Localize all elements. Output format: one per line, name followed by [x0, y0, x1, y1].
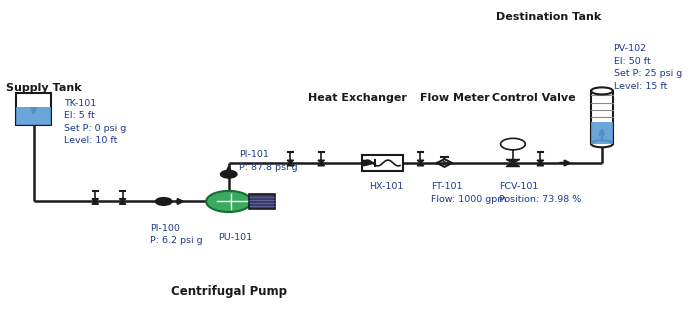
Text: Centrifugal Pump: Centrifugal Pump	[171, 285, 286, 298]
Bar	[591, 122, 613, 144]
Polygon shape	[287, 163, 294, 166]
Polygon shape	[417, 163, 424, 166]
Polygon shape	[119, 199, 126, 201]
Bar	[249, 194, 275, 209]
Ellipse shape	[591, 140, 613, 147]
Text: HX-101: HX-101	[369, 182, 403, 191]
Text: TK-101
El: 5 ft
Set P: 0 psi g
Level: 10 ft: TK-101 El: 5 ft Set P: 0 psi g Level: 10…	[64, 99, 127, 145]
Text: Destination Tank: Destination Tank	[496, 12, 601, 22]
Ellipse shape	[591, 87, 613, 95]
Text: FCV-101
Position: 73.98 %: FCV-101 Position: 73.98 %	[499, 182, 582, 204]
Text: Supply Tank: Supply Tank	[6, 82, 82, 93]
Polygon shape	[364, 160, 374, 166]
Bar	[16, 93, 51, 125]
Circle shape	[206, 191, 251, 212]
Bar	[591, 91, 613, 144]
Polygon shape	[287, 160, 294, 163]
Circle shape	[155, 198, 172, 205]
Polygon shape	[537, 160, 544, 163]
Text: PU-101: PU-101	[218, 233, 253, 243]
Polygon shape	[318, 160, 325, 163]
Polygon shape	[92, 199, 99, 201]
Polygon shape	[417, 160, 424, 163]
Polygon shape	[537, 163, 544, 166]
Text: PV-102
El: 50 ft
Set P: 25 psi g
Level: 15 ft: PV-102 El: 50 ft Set P: 25 psi g Level: …	[614, 44, 682, 91]
Polygon shape	[318, 163, 325, 166]
Text: Control Valve: Control Valve	[492, 93, 576, 102]
Polygon shape	[92, 201, 99, 204]
Polygon shape	[506, 159, 520, 163]
Bar	[363, 155, 403, 171]
Text: FT-101
Flow: 1000 gpm: FT-101 Flow: 1000 gpm	[430, 182, 506, 204]
Polygon shape	[119, 201, 126, 204]
Text: Heat Exchanger: Heat Exchanger	[307, 93, 407, 102]
Text: Flow Meter: Flow Meter	[421, 93, 490, 102]
Bar	[16, 107, 51, 125]
Polygon shape	[506, 163, 520, 167]
Circle shape	[220, 170, 237, 178]
Text: PI-100
P: 6.2 psi g: PI-100 P: 6.2 psi g	[150, 224, 202, 245]
Text: PI-101
P: 87.8 psi g: PI-101 P: 87.8 psi g	[239, 150, 298, 172]
